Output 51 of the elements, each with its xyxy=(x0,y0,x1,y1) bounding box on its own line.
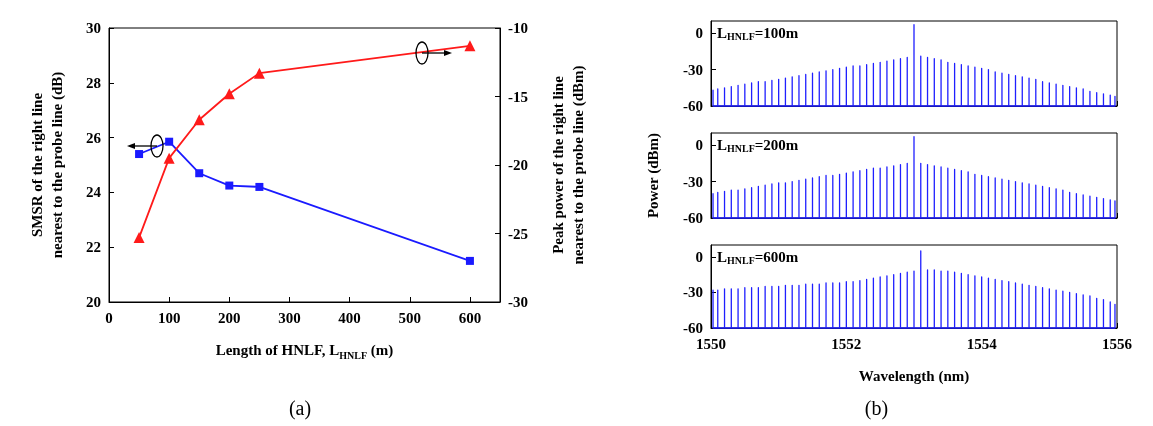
y2-axis-title: Peak power of the right line nearest to the probe line (dBm) xyxy=(550,65,587,265)
y2-tick-label: -25 xyxy=(508,225,528,242)
point xyxy=(195,169,204,178)
y-tick-label: -30 xyxy=(683,61,703,78)
x-tick-label: 500 xyxy=(398,309,422,326)
y-tick-label: -30 xyxy=(683,173,703,190)
y-tick-label: 22 xyxy=(86,239,101,256)
y2-tick-label: -15 xyxy=(508,88,528,105)
y-tick-label: 24 xyxy=(86,184,102,201)
y-tick-label: 0 xyxy=(695,25,703,42)
text: (b) xyxy=(864,397,889,420)
x-tick-label: 1552 xyxy=(831,335,862,352)
text: (a) xyxy=(288,397,312,420)
x-tick-label: 1556 xyxy=(1102,335,1133,352)
x-tick-label: 100 xyxy=(157,309,181,326)
point xyxy=(135,150,144,159)
x-tick-label: 1550 xyxy=(696,335,726,352)
y-tick-label: -30 xyxy=(683,284,703,301)
y2-tick-label: -30 xyxy=(508,294,528,310)
point xyxy=(223,88,235,100)
y-tick-label: -60 xyxy=(683,98,703,114)
point xyxy=(465,256,474,265)
x-tick-label: 600 xyxy=(458,309,482,326)
x-axis-title: Wavelength (nm) xyxy=(858,368,970,385)
y-tick-label: 26 xyxy=(86,129,102,146)
point xyxy=(225,181,234,190)
y2-tick-label: -20 xyxy=(508,157,528,173)
point xyxy=(163,152,175,164)
x-tick-label: 400 xyxy=(338,309,361,326)
point xyxy=(253,67,265,79)
y-axis-title: Power (dBm) xyxy=(645,132,662,219)
line-series xyxy=(712,135,1116,219)
x-tick-label: 200 xyxy=(218,309,241,326)
y-tick-label: -60 xyxy=(683,320,703,336)
x-tick-label: 300 xyxy=(278,309,301,326)
point xyxy=(193,114,205,126)
x-tick-label: 0 xyxy=(105,309,113,326)
x-tick-label: 1554 xyxy=(966,335,998,352)
y2-tick-label: -10 xyxy=(508,20,528,36)
point xyxy=(255,182,264,191)
y-tick-label: 0 xyxy=(695,137,703,154)
y-tick-label: 30 xyxy=(86,20,101,36)
y-tick-label: 20 xyxy=(86,294,101,310)
point xyxy=(165,137,174,146)
y-tick-label: -60 xyxy=(683,210,703,226)
line-series xyxy=(712,23,1116,107)
y-axis-title: SMSR of the right line nearest to the probe line (dB) xyxy=(29,71,66,259)
y-tick-label: 0 xyxy=(695,248,703,265)
point xyxy=(464,40,476,52)
point xyxy=(133,232,145,244)
y-tick-label: 28 xyxy=(86,74,101,91)
